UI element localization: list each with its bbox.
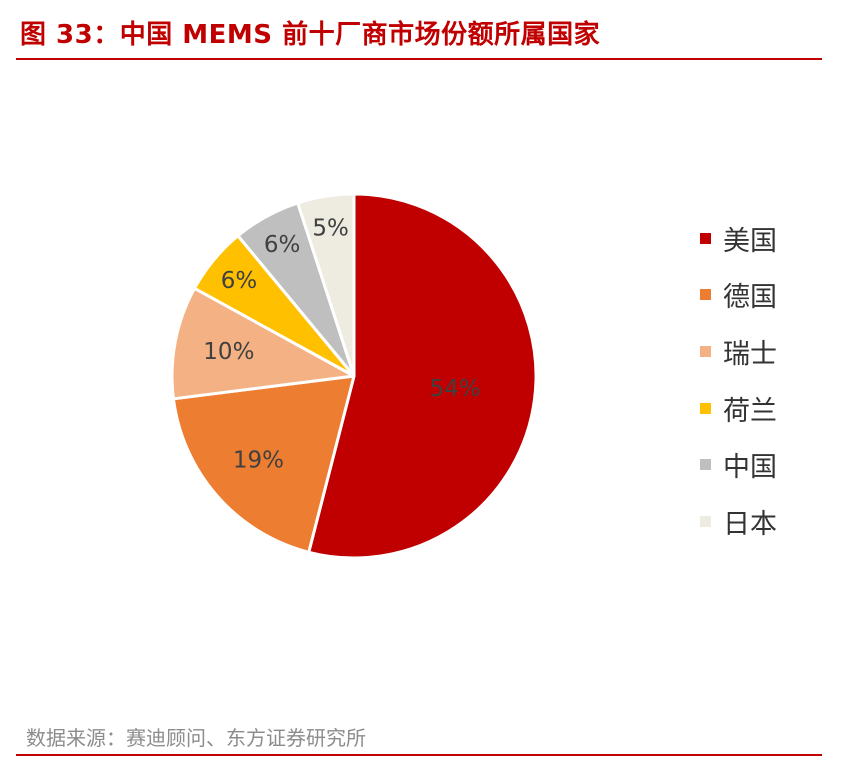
chart-legend: 美国 德国 瑞士 荷兰 中国 日本 (700, 210, 777, 550)
slice-data-label: 5% (312, 216, 349, 242)
legend-item: 美国 (700, 210, 777, 267)
slice-data-label: 6% (264, 232, 301, 258)
pie-slice (296, 192, 356, 378)
legend-label: 日本 (723, 508, 777, 540)
legend-swatch (700, 515, 711, 527)
chart-title: 图 33：中国 MEMS 前十厂商市场份额所属国家 (20, 20, 601, 50)
legend-label: 美国 (723, 225, 777, 257)
footer-divider (16, 754, 822, 756)
legend-swatch (700, 402, 711, 414)
slice-data-label: 6% (221, 268, 258, 294)
slice-data-label: 10% (203, 339, 254, 365)
slice-data-label: 54% (430, 376, 481, 402)
legend-item: 荷兰 (700, 380, 777, 437)
pie-slice (171, 374, 356, 554)
legend-label: 德国 (723, 282, 777, 314)
legend-item: 瑞士 (700, 323, 777, 380)
legend-label: 瑞士 (723, 338, 777, 370)
data-source: 数据来源：赛迪顾问、东方证券研究所 (26, 726, 366, 750)
legend-label: 荷兰 (723, 395, 777, 427)
pie-slice (170, 286, 356, 401)
pie-slice (307, 192, 538, 560)
legend-swatch (700, 289, 711, 301)
legend-item: 日本 (700, 493, 777, 550)
legend-swatch (700, 459, 711, 471)
legend-label: 中国 (723, 452, 777, 484)
legend-swatch (700, 232, 711, 244)
slice-data-label: 19% (233, 447, 284, 473)
legend-swatch (700, 345, 711, 357)
title-divider (16, 58, 822, 60)
legend-item: 德国 (700, 267, 777, 324)
legend-item: 中国 (700, 436, 777, 493)
